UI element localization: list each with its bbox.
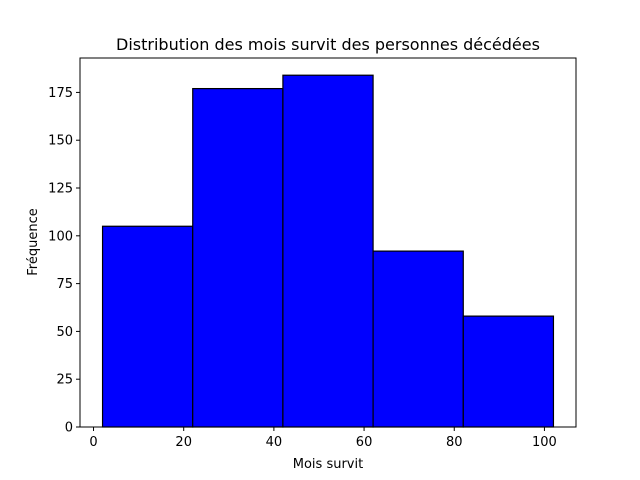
y-tick-label: 75 [56,277,73,292]
plot-frame [79,57,577,428]
x-tick-label: 80 [446,435,463,450]
chart-title: Distribution des mois survit des personn… [116,35,540,54]
y-axis-ticks: 0 25 50 75 100 125 150 175 [48,86,80,436]
x-tick-label: 20 [175,435,192,450]
x-tick-label: 0 [89,435,97,450]
x-tick-label: 40 [266,435,283,450]
y-tick-label: 0 [65,421,73,436]
y-tick-label: 125 [48,182,73,197]
x-tick-label: 100 [532,435,557,450]
y-tick-label: 175 [48,86,73,101]
y-tick-label: 150 [48,134,73,149]
y-tick-label: 50 [56,325,73,340]
y-tick-label: 25 [56,373,73,388]
histogram-bar-1 [101,225,194,428]
histogram-bar-3 [282,74,374,428]
histogram-bar-2 [192,87,284,428]
x-axis-ticks: 0 20 40 60 80 100 [89,427,557,450]
y-axis-label: Fréquence [26,208,41,275]
y-tick-label: 100 [48,229,73,244]
x-axis-label: Mois survit [293,457,363,472]
histogram-bar-5 [462,315,555,428]
histogram-bar-4 [372,250,464,428]
bars-group [101,74,555,428]
x-tick-label: 60 [356,435,373,450]
